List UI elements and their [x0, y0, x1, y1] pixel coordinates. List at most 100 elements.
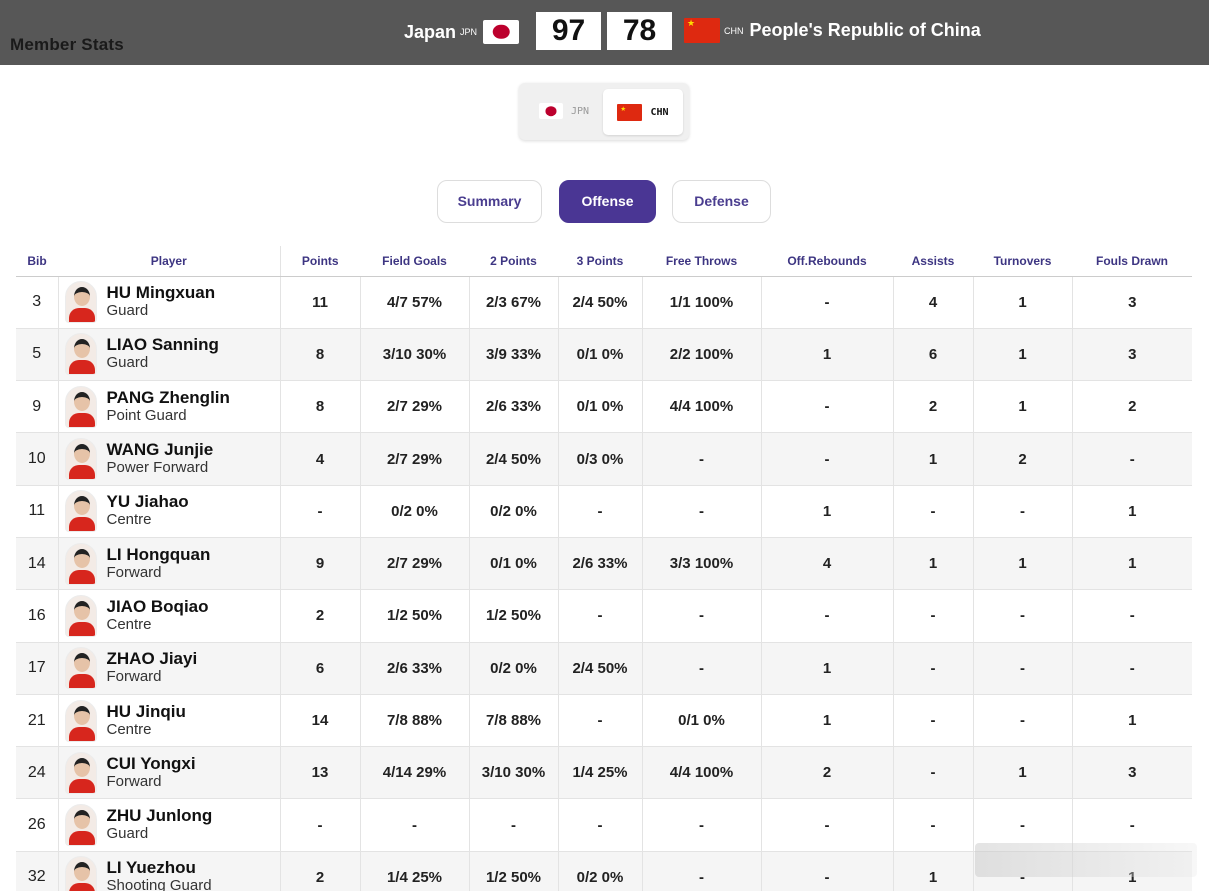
away-team-code: CHN	[724, 25, 744, 36]
player-info[interactable]: LI Yuezhou Shooting Guard	[64, 856, 280, 891]
player-cell[interactable]: LI Yuezhou Shooting Guard	[57, 851, 280, 891]
column-header-off-rebounds[interactable]: Off.Rebounds	[761, 246, 893, 277]
off-rebounds-cell: 1	[760, 328, 893, 382]
table-row[interactable]: 26 ZHU Junlong Guard - - - - - - - - -	[16, 798, 1192, 852]
two-points-cell: 3/10 30%	[468, 746, 558, 800]
column-header-player[interactable]: Player	[58, 246, 280, 277]
field-goals-cell: 4/7 57%	[359, 276, 469, 329]
points-cell: 9	[279, 537, 360, 591]
bib-cell: 26	[16, 798, 58, 852]
tab-defense[interactable]: Defense	[672, 180, 771, 223]
column-header-points[interactable]: Points	[279, 246, 360, 277]
table-row[interactable]: 14 LI Hongquan Forward 9 2/7 29% 0/1 0% 2/6 33…	[16, 537, 1192, 591]
free-throws-cell: -	[641, 432, 761, 486]
player-position: Point Guard	[106, 406, 187, 424]
bib-cell: 32	[16, 851, 58, 891]
player-name[interactable]: HU Jinqiu	[106, 701, 186, 721]
table-row[interactable]: 11 YU Jiahao Centre -0/2 0% 0/2 0% - -1- -1	[16, 485, 1192, 538]
player-cell[interactable]: YU Jiahao Centre	[57, 485, 280, 538]
off-rebounds-cell: -	[760, 276, 893, 329]
table-row[interactable]: 5 LIAO Sanning Guard 8 3/10 30% 3/9 33% 0/1 0%…	[16, 328, 1192, 382]
three-points-cell: 0/2 0%	[557, 851, 642, 891]
player-name[interactable]: ZHU Junlong	[106, 806, 213, 826]
player-info[interactable]: LIAO Sanning Guard	[64, 333, 280, 376]
bib-cell: 3	[16, 276, 58, 329]
player-cell[interactable]: LI Hongquan Forward	[57, 537, 280, 591]
player-cell[interactable]: PANG Zhenglin Point Guard	[57, 380, 280, 434]
player-info[interactable]: ZHU Junlong Guard	[64, 804, 280, 847]
points-cell: 6	[279, 642, 360, 695]
three-points-cell: 2/4 50%	[557, 276, 642, 329]
player-info[interactable]: HU Mingxuan Guard	[64, 281, 280, 324]
player-name[interactable]: ZHAO Jiayi	[106, 649, 198, 669]
tab-summary[interactable]: Summary	[437, 180, 542, 223]
table-row[interactable]: 3 HU Mingxuan Guard 11 4/7 57% 2/3 67% 2/4 50%…	[16, 276, 1192, 329]
player-name[interactable]: CUI Yongxi	[106, 753, 196, 773]
player-info[interactable]: JIAO Boqiao Centre	[64, 594, 280, 637]
tab-offense[interactable]: Offense	[559, 180, 656, 223]
home-score: 97	[536, 12, 601, 50]
column-header-turnovers[interactable]: Turnovers	[973, 246, 1072, 277]
player-text: JIAO Boqiao Centre	[106, 596, 209, 634]
table-row[interactable]: 10 WANG Junjie Power Forward 4 2/7 29% 2/4 50…	[16, 432, 1192, 486]
field-goals-cell: 2/7 29%	[359, 380, 469, 434]
player-cell[interactable]: HU Jinqiu Centre	[57, 694, 280, 748]
home-team-code: JPN	[460, 27, 478, 37]
column-header-3-points[interactable]: 3 Points	[558, 246, 642, 277]
fouls-drawn-cell: -	[1071, 642, 1192, 695]
column-header-field-goals[interactable]: Field Goals	[360, 246, 469, 277]
player-name[interactable]: WANG Junjie	[106, 440, 214, 460]
team-switch-chn[interactable]: CHN	[603, 89, 683, 135]
player-info[interactable]: LI Hongquan Forward	[64, 542, 280, 585]
table-row[interactable]: 9 PANG Zhenglin Point Guard 8 2/7 29% 2/6 33%…	[16, 380, 1192, 434]
player-info[interactable]: YU Jiahao Centre	[64, 490, 280, 533]
team-switch-jpn[interactable]: JPN	[539, 103, 589, 119]
player-info[interactable]: HU Jinqiu Centre	[64, 699, 280, 742]
player-cell[interactable]: ZHU Junlong Guard	[57, 798, 280, 852]
points-cell: 11	[279, 276, 360, 329]
team-switch: JPN CHN	[519, 83, 689, 140]
three-points-cell: 1/4 25%	[557, 746, 642, 800]
player-name[interactable]: LI Yuezhou	[106, 858, 196, 878]
player-info[interactable]: ZHAO Jiayi Forward	[64, 647, 280, 690]
column-header-free-throws[interactable]: Free Throws	[642, 246, 761, 277]
table-row[interactable]: 21 HU Jinqiu Centre 14 7/8 88% 7/8 88% -0/1 0%…	[16, 694, 1192, 748]
player-info[interactable]: CUI Yongxi Forward	[64, 751, 280, 794]
player-cell[interactable]: CUI Yongxi Forward	[57, 746, 280, 800]
player-cell[interactable]: HU Mingxuan Guard	[57, 276, 280, 329]
player-name[interactable]: PANG Zhenglin	[106, 387, 230, 407]
two-points-cell: 2/3 67%	[468, 276, 558, 329]
two-points-cell: 0/2 0%	[468, 485, 558, 538]
table-row[interactable]: 16 JIAO Boqiao Centre 2 1/2 50% 1/2 50% - - - - - -	[16, 589, 1192, 643]
player-position: Power Forward	[106, 459, 209, 477]
player-name[interactable]: YU Jiahao	[106, 492, 189, 512]
player-avatar	[64, 438, 97, 481]
player-name[interactable]: HU Mingxuan	[106, 283, 216, 303]
player-cell[interactable]: LIAO Sanning Guard	[57, 328, 280, 382]
player-position: Forward	[106, 772, 162, 790]
player-avatar	[64, 542, 97, 585]
player-name[interactable]: LIAO Sanning	[106, 335, 219, 355]
three-points-cell: -	[557, 589, 642, 643]
free-throws-cell: 4/4 100%	[641, 746, 761, 800]
player-name[interactable]: JIAO Boqiao	[106, 596, 209, 616]
player-cell[interactable]: WANG Junjie Power Forward	[57, 432, 280, 486]
player-cell[interactable]: JIAO Boqiao Centre	[57, 589, 280, 643]
player-info[interactable]: WANG Junjie Power Forward	[64, 438, 280, 481]
player-avatar	[64, 490, 97, 533]
table-row[interactable]: 24 CUI Yongxi Forward 13 4/14 29% 3/10 30% 1/4…	[16, 746, 1192, 800]
points-cell: 2	[279, 589, 360, 643]
column-header-2-points[interactable]: 2 Points	[469, 246, 558, 277]
table-row[interactable]: 17 ZHAO Jiayi Forward 6 2/6 33% 0/2 0% 2/4 50%…	[16, 642, 1192, 695]
three-points-cell: -	[557, 694, 642, 748]
player-avatar	[64, 281, 97, 324]
column-header-assists[interactable]: Assists	[893, 246, 973, 277]
player-info[interactable]: PANG Zhenglin Point Guard	[64, 385, 280, 428]
turnovers-cell: -	[972, 694, 1072, 748]
column-header-fouls-drawn[interactable]: Fouls Drawn	[1072, 246, 1192, 277]
team-switch-chn-label: CHN	[650, 106, 669, 118]
turnovers-cell: 1	[972, 380, 1072, 434]
player-name[interactable]: LI Hongquan	[106, 544, 211, 564]
player-cell[interactable]: ZHAO Jiayi Forward	[57, 642, 280, 695]
column-header-bib[interactable]: Bib	[16, 246, 58, 277]
